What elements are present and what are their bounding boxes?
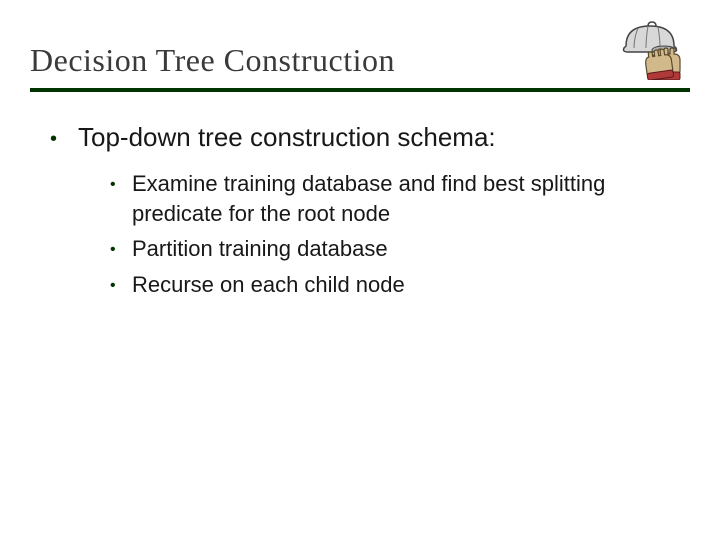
bullet-marker: • [110, 169, 132, 228]
bullet-l2: • Partition training database [110, 234, 670, 264]
title-underline [30, 88, 690, 92]
content-area: • Top-down tree construction schema: • E… [50, 120, 670, 306]
title-row: Decision Tree Construction [30, 42, 690, 79]
bullet-marker: • [110, 270, 132, 300]
bullet-marker: • [110, 234, 132, 264]
bullet-l2: • Recurse on each child node [110, 270, 670, 300]
bullet-l2-text: Recurse on each child node [132, 270, 670, 300]
bullet-l1-text: Top-down tree construction schema: [78, 120, 670, 155]
bullet-marker: • [50, 120, 78, 155]
bullet-l2-text: Partition training database [132, 234, 670, 264]
slide: Decision Tree Construction • [0, 0, 720, 540]
hardhat-gloves-icon [614, 18, 692, 80]
bullet-l1: • Top-down tree construction schema: [50, 120, 670, 155]
slide-title: Decision Tree Construction [30, 42, 690, 79]
bullet-l2: • Examine training database and find bes… [110, 169, 670, 228]
bullet-l2-group: • Examine training database and find bes… [110, 169, 670, 300]
bullet-l2-text: Examine training database and find best … [132, 169, 670, 228]
